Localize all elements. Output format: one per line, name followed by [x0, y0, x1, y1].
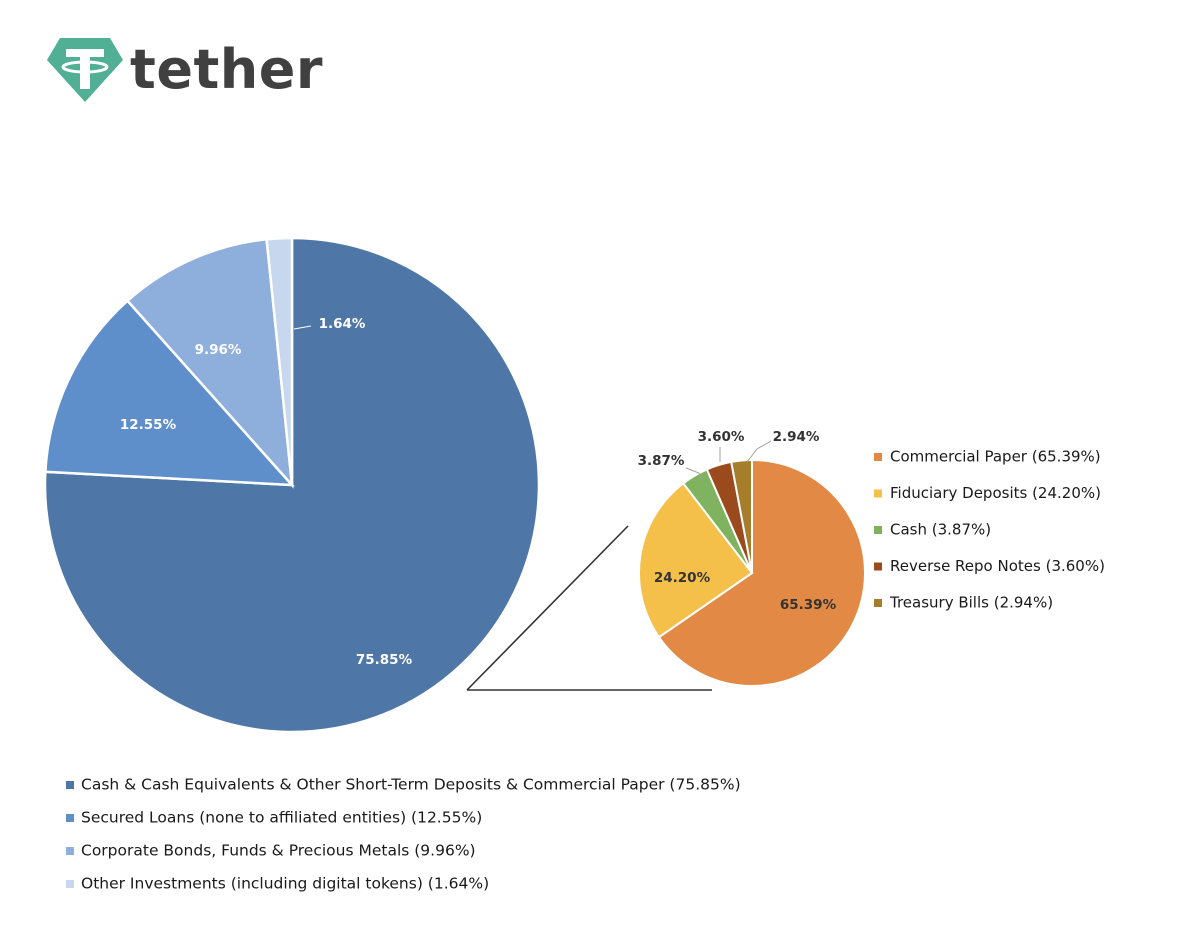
- legend-entry-corporate-bonds-funds-and-precious-metals: Corporate Bonds, Funds & Precious Metals…: [81, 842, 476, 860]
- main-pie-slice-cash-and-cash-equivalents-and-other-short-term-deposits-and-commercial-paper: [43, 236, 541, 734]
- breakdown-pie-data-label: 24.20%: [654, 570, 711, 586]
- breakdown-pie-data-label: 65.39%: [780, 597, 837, 613]
- legend-entry-other-investments: Other Investments (including digital tok…: [81, 875, 489, 893]
- main-pie-data-label: 1.64%: [319, 316, 366, 332]
- legend-entry-treasury-bills: Treasury Bills (2.94%): [889, 594, 1053, 612]
- legend-entry-commercial-paper: Commercial Paper (65.39%): [890, 448, 1101, 466]
- breakdown-legend: Commercial Paper (65.39%) Fiduciary Depos…: [874, 448, 1105, 612]
- legend-entry-secured-loans: Secured Loans (none to affiliated entiti…: [81, 809, 482, 827]
- breakdown-pie-slice-treasury-bills: [730, 458, 753, 574]
- main-pie-slice-secured-loans: [44, 298, 295, 487]
- legend-entry-cash-and-cash-equivalents-and-other-short-term-deposits-and-commercial-paper: Cash & Cash Equivalents & Other Short-Te…: [81, 776, 741, 794]
- legend-swatch: [874, 599, 882, 607]
- breakdown-pie: 65.39% 24.20% 3.87% 3.60% 2.94%: [638, 429, 866, 687]
- main-pie-data-label: 12.55%: [120, 417, 177, 433]
- main-pie: 75.85% 12.55% 9.96% 1.64%: [43, 236, 541, 734]
- legend-swatch: [66, 847, 74, 855]
- legend-entry-fiduciary-deposits: Fiduciary Deposits (24.20%): [890, 484, 1101, 502]
- legend-swatch: [874, 562, 882, 571]
- main-legend: Cash & Cash Equivalents & Other Short-Te…: [66, 776, 741, 893]
- main-pie-leader-line: [293, 325, 312, 330]
- legend-swatch: [66, 814, 74, 822]
- legend-entry-reverse-repo-notes: Reverse Repo Notes (3.60%): [890, 557, 1105, 575]
- main-pie-data-label: 9.96%: [195, 342, 242, 358]
- connector-lines: [466, 525, 712, 691]
- main-pie-slice-corporate-bonds-funds-and-precious-metals: [125, 237, 294, 489]
- breakdown-pie-slice-fiduciary-deposits: [638, 481, 754, 639]
- legend-swatch: [874, 489, 882, 498]
- brand-name: tether: [130, 38, 323, 101]
- tether-logo-icon: [47, 38, 123, 102]
- main-pie-slice-other-investments: [265, 236, 294, 486]
- legend-swatch: [874, 526, 882, 534]
- main-pie-data-label: 75.85%: [356, 652, 413, 668]
- breakdown-pie-data-label: 3.87%: [638, 453, 685, 469]
- breakdown-pie-leader-line: [685, 467, 703, 483]
- breakdown-pie-slice-commercial-paper: [657, 458, 866, 687]
- breakdown-pie-data-label: 3.60%: [698, 429, 745, 445]
- connector-line-diagonal: [466, 525, 629, 691]
- legend-swatch: [874, 453, 882, 461]
- legend-swatch: [66, 880, 74, 888]
- legend-swatch: [66, 781, 74, 789]
- breakdown-pie-data-label: 2.94%: [773, 429, 820, 445]
- breakdown-pie-leader-line: [746, 440, 772, 463]
- legend-entry-cash: Cash (3.87%): [890, 521, 991, 539]
